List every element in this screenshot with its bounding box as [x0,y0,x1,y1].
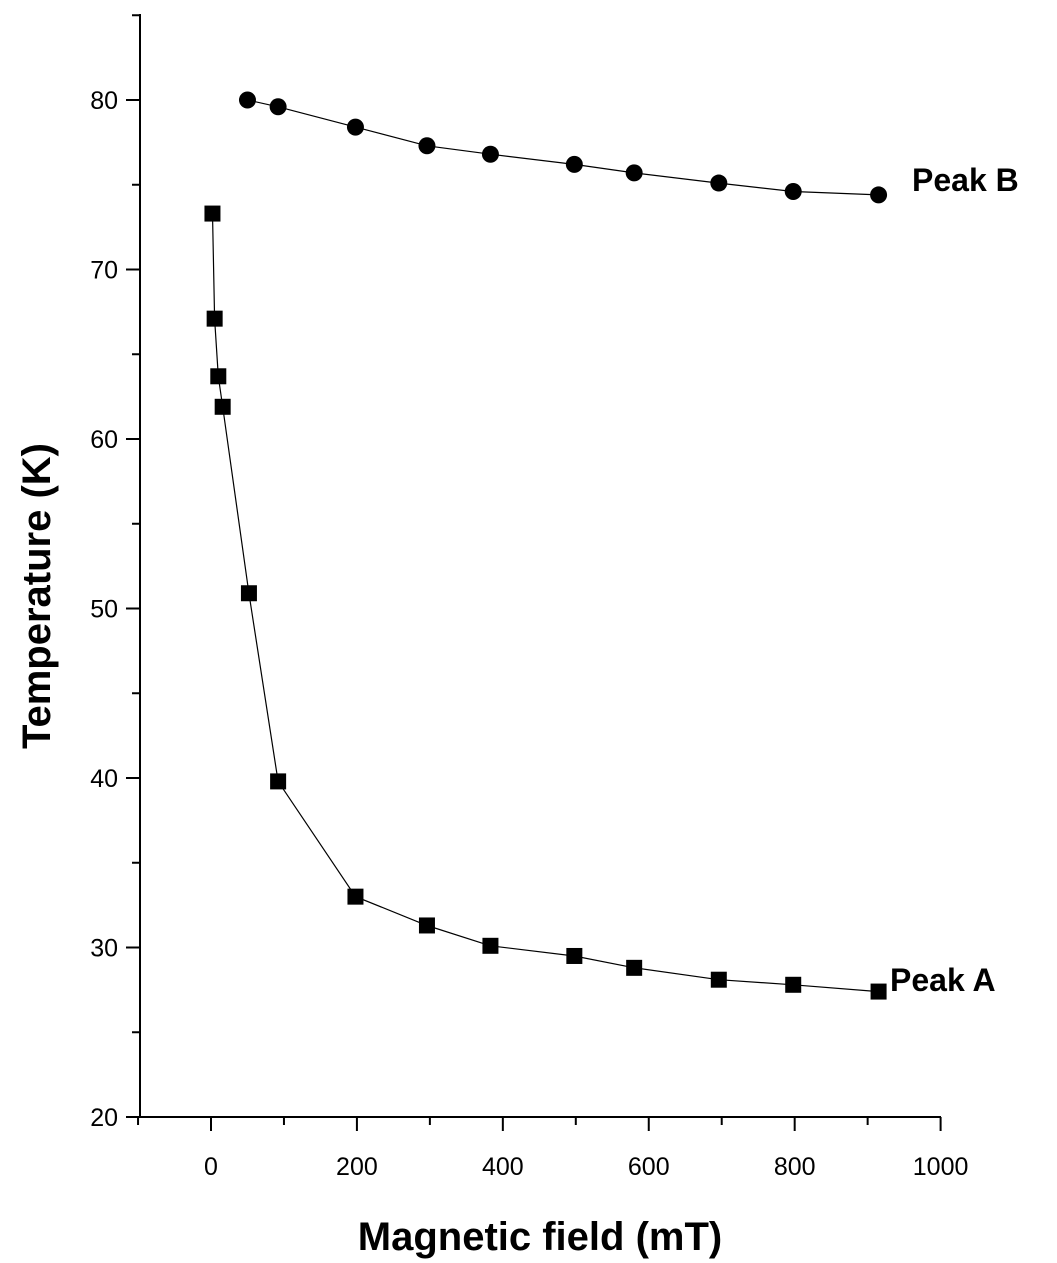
data-point-square [210,368,227,385]
y-tick-label: 70 [90,257,118,285]
axes [139,14,941,1118]
data-point-circle [481,145,499,163]
data-point-circle [565,155,583,173]
y-tick-label: 50 [90,596,118,624]
data-point-square [240,585,257,602]
data-point-square [204,205,221,222]
series-lines [211,99,879,993]
x-axis-title: Magnetic field (mT) [358,1215,722,1259]
data-point-circle [346,118,364,136]
data-point-circle [625,164,643,182]
data-point-square [206,310,223,327]
y-tick-label: 40 [90,765,118,793]
data-point-square [214,398,231,415]
y-tick-label: 60 [90,426,118,454]
data-point-square [270,773,287,790]
x-tick-label: 1000 [913,1153,969,1181]
y-tick-label: 30 [90,935,118,963]
data-point-circle [238,91,256,109]
data-point-circle [870,186,888,204]
series-label-peak-b: Peak B [912,162,1019,198]
data-point-square [626,959,643,976]
data-point-square [785,976,802,993]
data-point-square [710,971,727,988]
series-line-peak-a [211,213,879,993]
y-tick-label: 80 [90,87,118,115]
data-point-square [482,937,499,954]
data-point-square [418,917,435,934]
y-tick-label: 20 [90,1104,118,1132]
data-point-circle [418,137,436,155]
x-tick-label: 800 [774,1153,816,1181]
data-point-square [870,983,887,1000]
data-point-circle [269,98,287,116]
data-point-square [566,947,583,964]
series-markers [204,91,888,1000]
data-point-circle [784,183,802,201]
data-point-square [347,888,364,905]
series-label-peak-a: Peak A [890,962,996,998]
x-tick-label: 0 [204,1153,218,1181]
y-axis-title: Temperature (K) [15,443,59,749]
x-tick-label: 600 [628,1153,670,1181]
tick-labels: 0 200 400 600 800 1000 20 30 40 50 60 70 80 [90,87,968,1181]
x-tick-label: 400 [482,1153,524,1181]
ticks [126,14,942,1131]
series-line-peak-b [247,99,879,196]
data-point-circle [710,174,728,192]
x-tick-label: 200 [336,1153,378,1181]
